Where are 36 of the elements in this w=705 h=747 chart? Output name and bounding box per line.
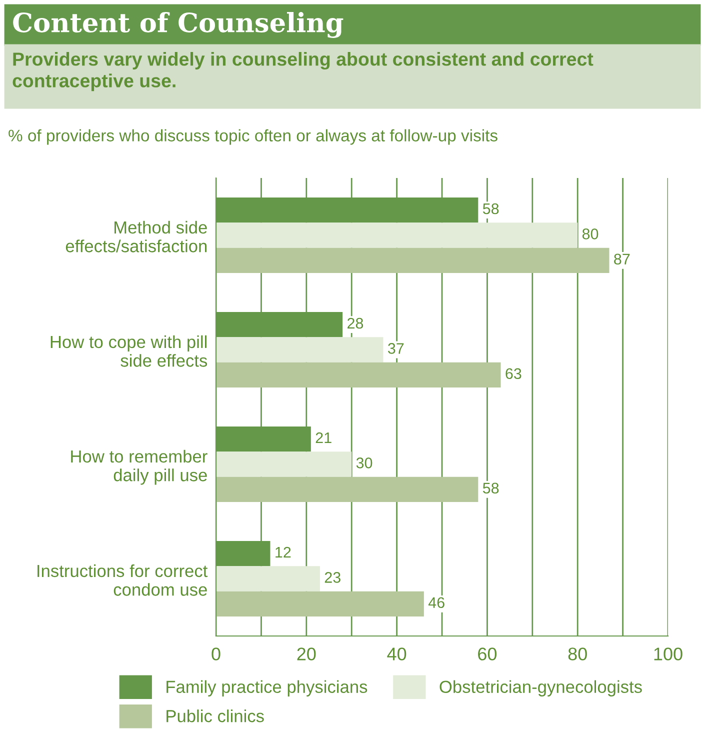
data-label: 63 [506, 368, 522, 380]
data-label: 80 [582, 228, 598, 240]
y-tick-label: Method side effects/satisfaction [66, 220, 207, 252]
bar [216, 566, 320, 592]
bar [216, 591, 424, 617]
y-tick-label: Instructions for correct condom use [38, 564, 208, 596]
chart-title: Content of Counseling [13, 12, 344, 38]
data-label: 30 [356, 458, 372, 468]
bar [216, 337, 384, 362]
data-label: 21 [316, 432, 332, 444]
text: % of providers who discuss topic often or always at follow-up visits [8, 129, 498, 145]
legend-label: Obstetrician-gynecologists [440, 680, 642, 696]
data-label: 23 [324, 572, 340, 583]
legend-label: Public clinics [166, 710, 264, 722]
chart-subtitle: Providers vary widely in counseling about consistent and correct contraceptive use. [12, 52, 594, 92]
x-tick-label: 40 [387, 648, 406, 660]
legend-label: Family practice physicians [166, 680, 368, 696]
y-tick-label: How to remember daily pill use [71, 450, 208, 485]
data-label: 46 [428, 597, 444, 608]
bar [216, 248, 610, 274]
x-tick-label: 80 [568, 648, 587, 660]
data-label: 28 [347, 318, 364, 329]
bar [216, 222, 578, 248]
data-label: 37 [388, 343, 404, 354]
x-tick-label: 20 [297, 648, 316, 660]
x-tick-label: 0 [212, 648, 220, 660]
data-label: 58 [482, 482, 499, 494]
x-tick-label: 100 [654, 648, 682, 660]
y-tick-label: How to cope with pill side effects [50, 335, 208, 367]
bar [216, 476, 478, 502]
data-label: 12 [276, 546, 291, 558]
bar [216, 452, 352, 477]
data-label: 58 [482, 203, 499, 214]
x-tick-label: 60 [478, 648, 497, 660]
data-label: 87 [614, 254, 630, 265]
bar [216, 362, 501, 388]
